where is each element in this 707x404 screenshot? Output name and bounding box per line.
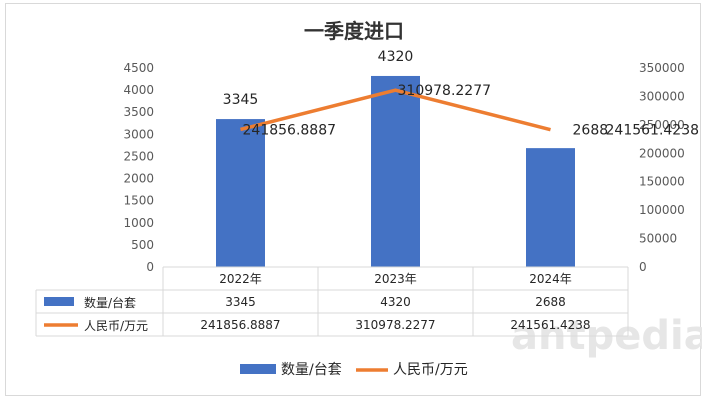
line-series-rmb — [240, 88, 551, 132]
category-label: 2024年 — [529, 272, 572, 286]
table-legend-key-bar — [44, 297, 74, 306]
table-series-name: 数量/台套 — [84, 295, 136, 310]
line-data-label: 241561.4238 — [606, 123, 700, 139]
y-right-tick-label: 350000 — [639, 61, 685, 75]
table-cell: 310978.2277 — [355, 318, 435, 332]
legend-label: 人民币/万元 — [393, 362, 468, 378]
table-cell: 2688 — [535, 295, 566, 309]
table-cell: 4320 — [380, 295, 411, 309]
bar-2024年 — [526, 148, 575, 267]
table-cell: 241856.8887 — [200, 318, 280, 332]
y-left-tick-label: 0 — [146, 260, 154, 274]
table-cell: 241561.4238 — [510, 318, 590, 332]
y-left-tick-label: 3500 — [123, 105, 154, 119]
y-left-tick-label: 2000 — [123, 172, 154, 186]
y-left-tick-label: 4000 — [123, 83, 154, 97]
y-left-tick-label: 3000 — [123, 127, 154, 141]
y-right-tick-label: 300000 — [639, 89, 685, 103]
y-right-tick-label: 150000 — [639, 175, 685, 189]
y-right-tick-label: 200000 — [639, 146, 685, 160]
y-left-tick-label: 2500 — [123, 149, 154, 163]
y-right-tick-label: 100000 — [639, 203, 685, 217]
bar-2022年 — [216, 119, 265, 268]
chart-title: 一季度进口 — [304, 19, 404, 43]
y-left-tick-label: 4500 — [123, 61, 154, 75]
table-series-name: 人民币/万元 — [84, 319, 148, 333]
legend-key-bar — [240, 364, 276, 374]
legend-label: 数量/台套 — [281, 362, 342, 378]
category-label: 2022年 — [219, 272, 262, 286]
bar-2023年 — [371, 75, 420, 268]
bar-data-label: 3345 — [223, 92, 259, 108]
y-left-tick-label: 1500 — [123, 194, 154, 208]
y-left-tick-label: 1000 — [123, 216, 154, 230]
y-right-tick-label: 250000 — [639, 118, 685, 132]
line-data-label: 241856.8887 — [243, 122, 337, 138]
y-right-tick-label: 50000 — [639, 232, 677, 246]
y-left-tick-label: 500 — [131, 238, 154, 252]
table-cell: 3345 — [225, 295, 256, 309]
bar-data-label: 2688 — [573, 123, 609, 139]
chart: antpedia一季度进口050010001500200025003000350… — [35, 19, 702, 378]
bar-data-label: 4320 — [378, 49, 414, 65]
line-data-label: 310978.2277 — [398, 83, 492, 99]
category-label: 2023年 — [374, 272, 417, 286]
y-right-tick-label: 0 — [639, 260, 647, 274]
chart-frame: antpedia 一季度进口 0 500 1000 1500 2000 2500 3000 350… — [5, 3, 702, 396]
